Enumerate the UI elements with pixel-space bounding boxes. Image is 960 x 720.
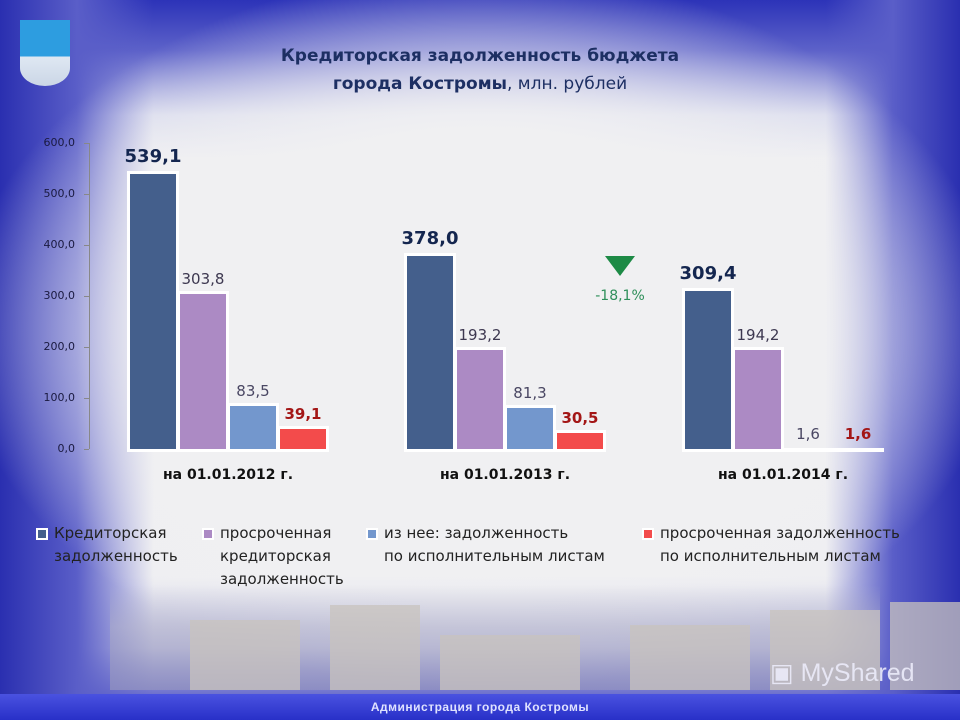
group-baseline [127,448,329,452]
bar-series-1 [407,256,453,449]
y-tick-label: 300,0 [43,289,76,302]
y-tick-mark [84,245,89,246]
value-label: 194,2 [736,325,780,344]
y-tick-mark [84,296,89,297]
value-label: 81,3 [513,383,547,402]
y-tick-mark [84,449,89,450]
kostroma-coat-of-arms-logo [20,20,70,86]
bar-series-2 [457,350,503,449]
category-label: на 01.01.2014 г. [717,467,849,483]
category-label: на 01.01.2012 г. [162,467,294,483]
watermark: ▣ MyShared [770,659,915,687]
y-tick-mark [84,143,89,144]
y-tick-label: 100,0 [43,391,76,404]
bar-series-3 [230,406,276,449]
legend-swatch-icon [36,528,48,540]
legend-label: просроченная задолженность по исполнител… [660,524,900,565]
bar-series-1 [685,291,731,449]
y-tick-label: 0,0 [57,442,76,455]
chart-legend: Кредиторская задолженность просроченная к… [36,522,940,592]
value-label: 30,5 [561,409,599,428]
bar-series-4 [280,429,326,449]
y-tick-label: 600,0 [43,136,76,149]
triangle-down-icon [605,256,635,276]
value-label: 1,6 [796,425,820,443]
legend-swatch-icon [642,528,654,540]
y-tick-label: 200,0 [43,340,76,353]
group-baseline [404,448,606,452]
legend-item-2: просроченная кредиторская задолженность [202,522,344,591]
bar-series-1 [130,174,176,449]
bar-series-4 [557,433,603,449]
value-label: 309,4 [679,263,737,285]
legend-swatch-icon [202,528,214,540]
value-label: 303,8 [181,270,225,289]
value-label: 39,1 [284,405,322,424]
bar-series-3 [507,407,553,449]
chart-title: Кредиторская задолженность бюджета город… [180,42,780,98]
value-label: 193,2 [458,326,502,345]
legend-label: Кредиторская задолженность [54,524,178,565]
group-baseline [682,448,884,452]
presentation-icon: ▣ [770,659,801,687]
y-tick-label: 400,0 [43,238,76,251]
y-tick-mark [84,194,89,195]
y-tick-mark [84,398,89,399]
city-panorama-image [110,585,960,690]
legend-item-4: просроченная задолженность по исполнител… [642,522,900,568]
footer-text: Администрация города Костромы [370,700,590,714]
value-label: 539,1 [124,146,182,168]
y-tick-mark [84,347,89,348]
value-label: 83,5 [236,382,270,401]
change-percent-label: -18,1% [595,288,645,304]
bar-series-2 [180,294,226,449]
legend-label: просроченная кредиторская задолженность [220,524,344,588]
legend-item-3: из нее: задолженность по исполнительным … [366,522,605,568]
y-tick-label: 500,0 [43,187,76,200]
legend-item-1: Кредиторская задолженность [36,522,178,568]
title-line-1: Кредиторская задолженность бюджета [280,46,680,66]
title-line-2: города Костромы, млн. рублей [332,74,628,94]
y-axis [89,143,90,449]
legend-label: из нее: задолженность по исполнительным … [384,524,605,565]
bar-series-2 [735,349,781,449]
legend-swatch-icon [366,528,378,540]
category-label: на 01.01.2013 г. [439,467,571,483]
value-label: 378,0 [401,228,459,250]
footer-bar: Администрация города Костромы [0,694,960,720]
value-label: 1,6 [844,425,872,443]
